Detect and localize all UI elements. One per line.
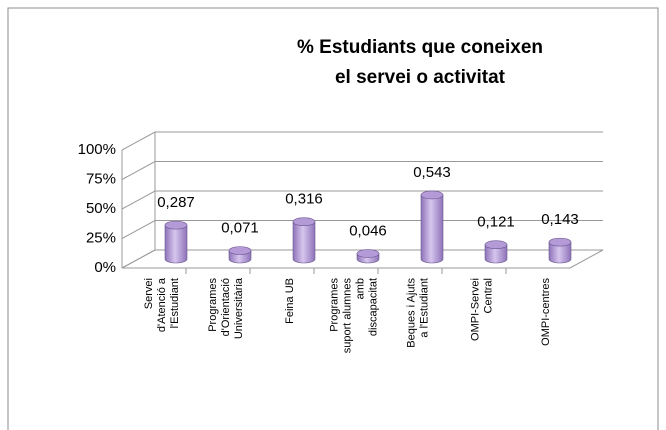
grid-line [121, 131, 603, 151]
grid-line [121, 220, 603, 239]
bar [420, 190, 444, 264]
x-tick-label: OMPI-centres [540, 278, 552, 346]
value-label: 0,316 [285, 191, 323, 208]
bar [484, 240, 508, 264]
value-label: 0,143 [541, 211, 579, 228]
grid-line [121, 249, 603, 269]
x-tick-label: Serveid'Atenció al'Estudiant [143, 277, 181, 332]
bar [292, 217, 316, 264]
value-label: 0,543 [413, 164, 451, 181]
x-tick-label: Feina UB [284, 278, 296, 324]
y-tick-label: 0% [94, 259, 116, 276]
grid-line [121, 190, 603, 210]
chart-frame [7, 7, 659, 430]
y-tick-label: 25% [86, 229, 116, 246]
x-tick-label: Programesd'OrientacióUniversitària [207, 277, 245, 339]
bar [228, 246, 252, 264]
value-label: 0,287 [157, 194, 195, 211]
chart-title: % Estudiants que coneixen el servei o act… [297, 37, 543, 88]
x-tick-label: OMPI-ServeiCentral [469, 278, 494, 341]
grid-line [121, 161, 603, 180]
bar [164, 220, 188, 264]
value-label: 0,046 [349, 223, 387, 240]
y-tick-label: 50% [86, 200, 116, 217]
value-label: 0,071 [221, 220, 259, 237]
bar [548, 237, 572, 264]
value-label: 0,121 [477, 214, 515, 231]
x-tick-label: Beques i Ajutsa l'Estudiant [405, 278, 430, 348]
x-tick-label: Programessuport alumnesambdiscapacitat [328, 278, 379, 354]
y-tick-label: 75% [86, 170, 116, 187]
y-tick-label: 100% [78, 141, 116, 158]
bar [356, 249, 380, 264]
